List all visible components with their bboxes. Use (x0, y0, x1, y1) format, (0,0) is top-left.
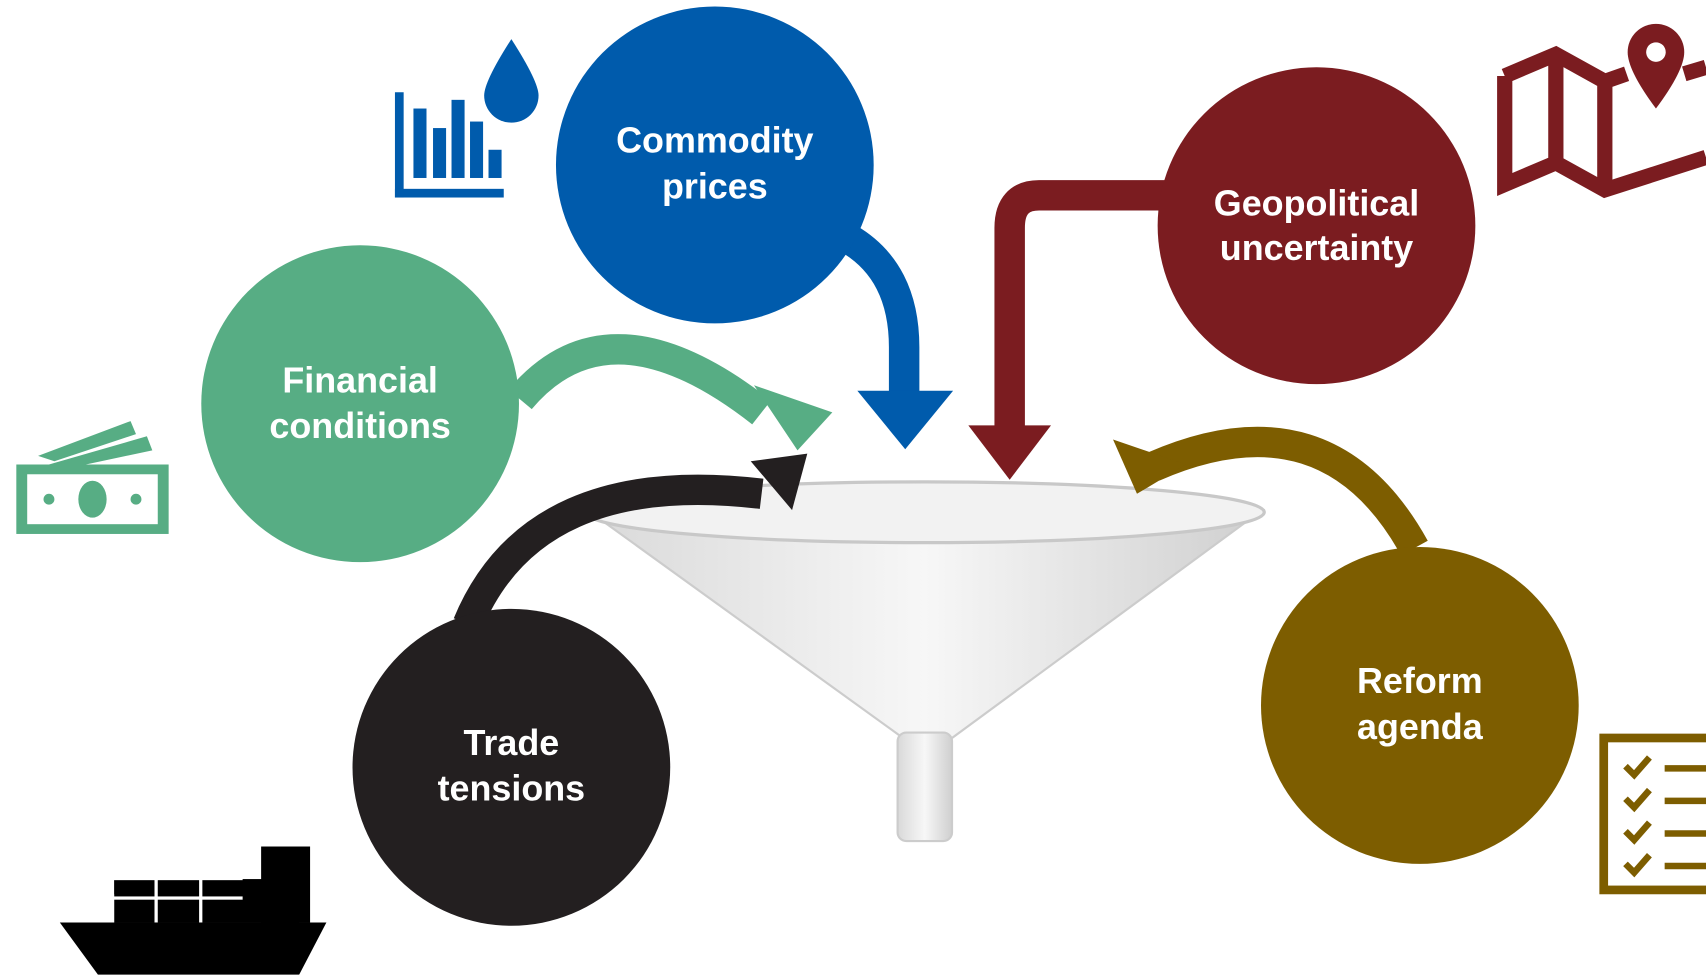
node-circle (201, 245, 519, 562)
node-label: uncertainty (1220, 228, 1414, 268)
node-label: Geopolitical (1214, 184, 1419, 224)
ship-icon (60, 847, 327, 975)
pin-hole (1646, 42, 1666, 62)
node-circle (556, 7, 874, 324)
diagram: Commodity prices Geopolitical uncertaint… (0, 0, 1706, 980)
money-icon (16, 421, 168, 534)
funnel (585, 482, 1264, 841)
pin-icon (1628, 24, 1685, 109)
chart-drop-icon (395, 39, 539, 197)
node-label: Financial (282, 361, 438, 401)
node-label: agenda (1357, 707, 1484, 747)
arrowhead (754, 385, 832, 450)
node-label: Trade (463, 723, 559, 763)
node-label: prices (662, 166, 768, 206)
node-circle (1261, 547, 1579, 864)
node-label: Reform (1357, 661, 1483, 701)
node-label: conditions (269, 406, 450, 446)
node-label: Commodity (616, 121, 813, 161)
node-label: tensions (438, 769, 586, 809)
arrowhead (857, 391, 953, 450)
node-circle (1158, 67, 1476, 384)
checklist-icon (1604, 738, 1706, 890)
arrowhead (968, 425, 1051, 479)
page: Commodity prices Geopolitical uncertaint… (0, 0, 1706, 980)
node-circle (353, 609, 671, 926)
